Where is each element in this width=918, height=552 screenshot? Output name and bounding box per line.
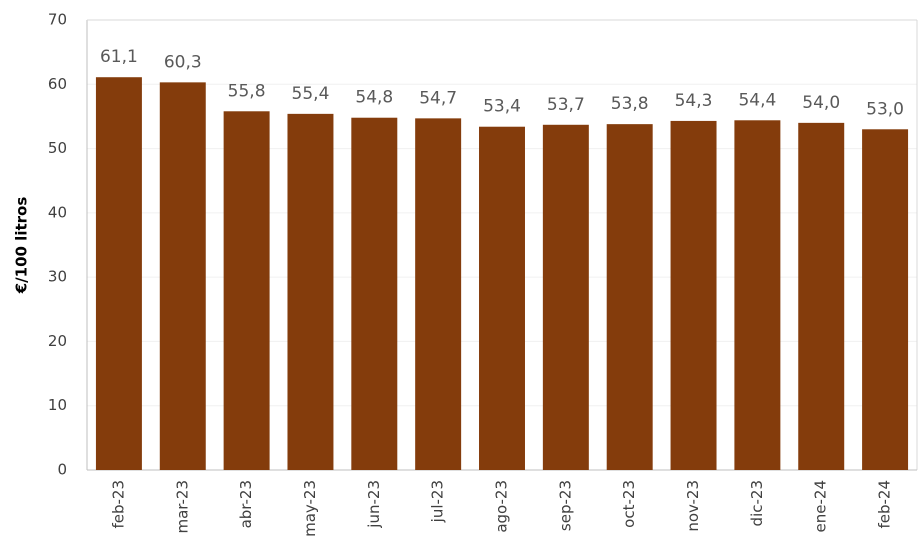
bar: [415, 118, 462, 470]
y-tick-label: 0: [57, 461, 67, 479]
x-tick-label: feb-23: [109, 480, 127, 529]
x-tick-label: oct-23: [620, 480, 638, 528]
bar: [479, 126, 525, 470]
bar: [542, 124, 589, 471]
data-label: 54,3: [675, 91, 713, 111]
x-tick-label: jul-23: [429, 480, 447, 523]
x-tick-label: sep-23: [556, 480, 574, 531]
x-tick-label: nov-23: [684, 480, 702, 532]
y-axis-label: €/100 litros: [13, 197, 31, 295]
y-tick-label: 70: [48, 11, 67, 29]
data-label: 54,0: [802, 93, 840, 113]
y-tick-label: 50: [48, 139, 67, 157]
y-tick-label: 40: [48, 203, 67, 221]
data-label: 53,0: [866, 99, 904, 119]
data-label: 53,4: [483, 97, 521, 117]
bar: [351, 117, 398, 470]
x-tick-label: ene-24: [812, 480, 830, 532]
bar: [670, 120, 717, 470]
data-label: 60,3: [164, 52, 202, 72]
x-tick-label: jun-23: [365, 480, 383, 529]
bar: [798, 122, 845, 470]
data-label: 54,8: [355, 88, 393, 108]
x-tick-label: abr-23: [237, 480, 255, 528]
y-tick-label: 60: [48, 75, 67, 93]
x-tick-label: feb-24: [876, 480, 894, 529]
x-tick-label: ago-23: [493, 480, 511, 533]
data-label: 55,4: [292, 84, 330, 104]
y-tick-label: 20: [48, 332, 67, 350]
bar: [862, 129, 909, 471]
data-label: 54,7: [419, 88, 457, 108]
x-tick-label: may-23: [301, 480, 319, 537]
bar: [223, 111, 270, 471]
bar: [159, 82, 206, 470]
bar: [606, 124, 653, 471]
data-label: 53,8: [611, 94, 649, 114]
data-label: 55,8: [228, 81, 266, 101]
y-tick-label: 30: [48, 268, 67, 286]
x-tick-label: mar-23: [173, 480, 191, 534]
bar: [734, 120, 781, 471]
data-label: 54,4: [738, 90, 776, 110]
bar: [95, 77, 142, 470]
data-label: 61,1: [100, 47, 138, 67]
x-tick-label: dic-23: [748, 480, 766, 526]
y-tick-label: 10: [48, 396, 67, 414]
bar: [287, 113, 334, 470]
data-label: 53,7: [547, 95, 585, 115]
